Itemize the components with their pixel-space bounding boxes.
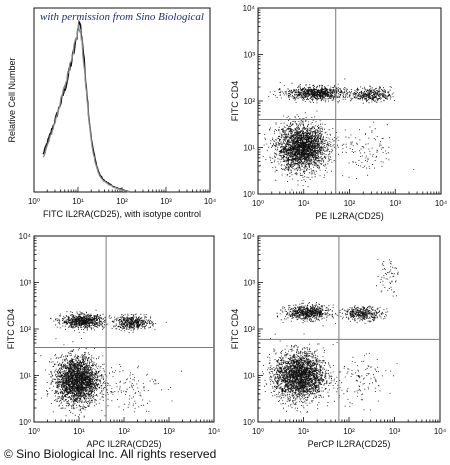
event-dots — [259, 78, 415, 191]
y-axis-label: FITC CD4 — [230, 81, 240, 122]
y-tick-label: 10⁴ — [19, 232, 32, 241]
x-tick-label: 10⁰ — [252, 427, 264, 436]
panel-4: 10⁰ 10¹ 10² 10³ 10⁴ 10⁰ 10¹ 10² 10³ 10⁴ PerCP IL2R… — [230, 232, 447, 449]
y-axis-label: FITC CD4 — [230, 309, 240, 350]
x-tick-label: 10³ — [163, 427, 175, 436]
x-axis-label: PerCP IL2RA(CD25) — [308, 439, 391, 449]
y-tick-label: 10² — [243, 97, 255, 106]
x-tick-label: 10² — [344, 199, 356, 208]
y-tick-label: 10⁰ — [243, 190, 255, 199]
y-tick-label: 10⁴ — [243, 4, 256, 13]
x-tick-label: 10⁴ — [435, 199, 448, 208]
y-tick-label: 10² — [19, 325, 31, 334]
y-tick-label: 10⁰ — [19, 418, 31, 427]
scatter-dots — [258, 258, 399, 413]
y-tick-label: 10⁰ — [243, 418, 255, 427]
y-tick-label: 10¹ — [19, 372, 31, 381]
x-tick-label: 10⁴ — [208, 427, 221, 436]
plot-frame — [33, 235, 215, 423]
y-tick-label: 10³ — [19, 279, 31, 288]
y-tick-label: 10¹ — [243, 372, 255, 381]
x-axis-label: FITC IL2RA(CD25), with isotype control — [43, 209, 201, 219]
histogram-isotype-control-line — [42, 23, 134, 193]
panel-3: 10⁰ 10¹ 10² 10³ 10⁴ 10⁰ 10¹ 10² 10³ 10⁴ APC IL2RA(… — [6, 232, 221, 449]
x-tick-label: 10¹ — [73, 427, 85, 436]
x-tick-label: 10² — [343, 427, 355, 436]
plot-frame — [257, 235, 441, 423]
scatter-dots — [259, 78, 415, 191]
x-tick-label: 10³ — [389, 199, 401, 208]
x-tick-label: 10² — [118, 427, 130, 436]
watermark-text: with permission from Sino Biological — [40, 11, 204, 23]
y-tick-label: 10¹ — [243, 144, 255, 153]
y-tick-label: 10⁴ — [243, 232, 256, 241]
x-tick-label: 10² — [116, 197, 128, 206]
x-tick-label: 10¹ — [72, 197, 84, 206]
scatter-dots — [40, 309, 183, 418]
x-tick-label: 10⁰ — [28, 197, 40, 206]
plot-frame — [257, 7, 442, 195]
x-tick-label: 10¹ — [298, 199, 310, 208]
copyright-footer: © Sino Biological Inc. All rights reserv… — [4, 447, 216, 461]
x-axis-label: PE IL2RA(CD25) — [315, 211, 384, 221]
x-tick-label: 10³ — [160, 197, 172, 206]
event-dots — [258, 258, 399, 413]
x-tick-label: 10⁰ — [252, 199, 264, 208]
x-tick-label: 10³ — [389, 427, 401, 436]
y-tick-label: 10³ — [243, 51, 255, 60]
x-tick-label: 10⁴ — [434, 427, 447, 436]
x-axis-label: APC IL2RA(CD25) — [86, 439, 161, 449]
x-tick-label: 10¹ — [298, 427, 310, 436]
x-tick-label: 10⁴ — [204, 197, 217, 206]
y-axis-label: FITC CD4 — [6, 309, 16, 350]
y-tick-label: 10³ — [243, 279, 255, 288]
panel-2: 10⁰ 10¹ 10² 10³ 10⁴ 10⁰ 10¹ 10² 10³ 10⁴ PE IL2RA(C… — [230, 4, 448, 221]
y-tick-label: 10² — [243, 325, 255, 334]
event-dots — [40, 309, 183, 418]
x-tick-label: 10⁰ — [28, 427, 40, 436]
y-axis-label: Relative Cell Number — [7, 57, 17, 142]
